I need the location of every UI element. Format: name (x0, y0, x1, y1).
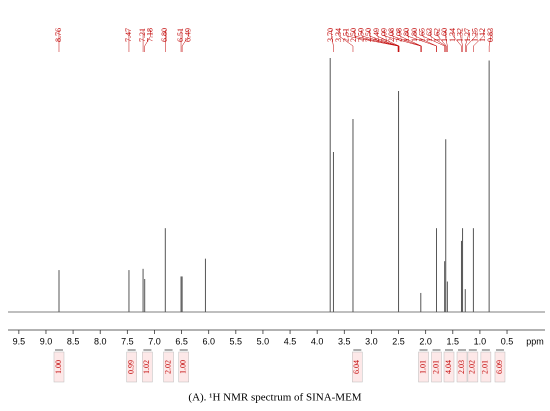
peak-label: 1.65 (417, 28, 426, 42)
peak-label-connector (445, 30, 448, 52)
peak-label-connector (422, 30, 445, 52)
integral-box (53, 351, 65, 383)
peak-label: 0.83 (486, 28, 495, 42)
x-tick-label: 6.5 (175, 336, 188, 346)
x-tick-label: 4.0 (311, 336, 324, 346)
integral-label: 2.02 (468, 360, 477, 374)
peak-label: 1.34 (448, 28, 457, 42)
peak-label-connector (437, 30, 447, 52)
x-tick-label: 3.5 (338, 336, 351, 346)
integral-label: 2.03 (457, 360, 466, 374)
x-tick-label: 8.5 (67, 336, 80, 346)
peak-label: 6.51 (176, 28, 185, 42)
x-tick-label: 9.5 (13, 336, 26, 346)
x-tick-label: 2.0 (419, 336, 432, 346)
peak-label: 1.80 (410, 28, 419, 42)
peak-label-connector (338, 30, 354, 52)
integral-box (178, 351, 189, 383)
x-tick-label: 1.5 (447, 336, 460, 346)
integral-box (418, 351, 429, 383)
peak-label: 2.51 (341, 28, 350, 42)
peak-label-connector (369, 30, 399, 52)
integral-box (352, 351, 363, 383)
peak-label-connector (384, 30, 422, 52)
peak-label-connector (429, 30, 446, 52)
peak-label-connector (466, 30, 477, 52)
integral-label: 1.01 (418, 360, 427, 374)
integral-box (456, 351, 468, 383)
peak-label-connector (181, 30, 189, 52)
peak-label: 1.62 (433, 28, 442, 42)
x-tick-label: 7.0 (148, 336, 161, 346)
peak-label-connector (473, 30, 484, 52)
peak-label: 2.09 (379, 28, 388, 42)
x-tick-label: 7.5 (121, 336, 134, 346)
integral-label: 6.04 (352, 360, 361, 374)
x-tick-label: 8.0 (94, 336, 107, 346)
integral-box (163, 351, 174, 383)
integral-label: 1.02 (142, 360, 151, 374)
integral-label: 0.99 (127, 360, 136, 374)
x-tick-label: 5.0 (257, 336, 270, 346)
peak-label-connector (452, 30, 462, 52)
peak-label: 7.18 (145, 28, 154, 42)
peak-label: 8.76 (54, 28, 63, 42)
peak-label: 1.27 (463, 28, 472, 42)
peak-label: 2.08 (395, 28, 404, 42)
integral-label: 2.01 (431, 360, 440, 374)
x-tick-label: 3.0 (365, 336, 378, 346)
peak-label: 2.50 (349, 28, 358, 42)
peak-label: 3.70 (326, 28, 335, 42)
x-tick-label: 4.5 (284, 336, 297, 346)
integral-label: 1.00 (179, 360, 188, 374)
peak-label: 1.60 (440, 28, 449, 42)
peak-label: 6.49 (183, 28, 192, 42)
caption: (A). ¹H NMR spectrum of SINA-MEM (188, 392, 361, 404)
x-axis-label: ppm (526, 336, 544, 346)
peak-label-connector (346, 30, 399, 52)
integral-box (443, 351, 455, 383)
x-tick-label: 9.0 (40, 336, 53, 346)
peak-label: 2.50 (357, 28, 366, 42)
integral-box (142, 351, 153, 383)
peak-label-connector (144, 30, 151, 52)
integral-label: 4.04 (444, 360, 453, 374)
integral-label: 6.09 (495, 360, 504, 374)
integral-label: 2.01 (481, 360, 490, 374)
peak-label: 1.25 (471, 28, 480, 42)
integral-box (126, 351, 137, 383)
peak-label: 1.63 (425, 28, 434, 42)
peak-label: 1.80 (402, 28, 411, 42)
x-tick-label: 2.5 (392, 336, 405, 346)
peak-label: 2.50 (364, 28, 373, 42)
peak-label-connector (414, 30, 437, 52)
peak-label: 7.47 (124, 28, 133, 42)
x-tick-label: 1.0 (474, 336, 487, 346)
peak-label-connector (460, 30, 463, 52)
peak-label: 2.08 (387, 28, 396, 42)
peak-label: 1.12 (478, 28, 487, 42)
peak-label: 7.21 (138, 28, 147, 42)
integral-label: 2.02 (163, 360, 172, 374)
integral-box (480, 351, 492, 383)
peak-label: 3.34 (334, 28, 343, 42)
peak-label-connector (376, 30, 400, 52)
integral-box (431, 351, 442, 383)
x-tick-label: 6.0 (202, 336, 215, 346)
integral-box (494, 351, 506, 383)
integral-box (467, 351, 479, 383)
x-tick-label: 5.5 (230, 336, 243, 346)
x-tick-label: 0.5 (501, 336, 514, 346)
peak-label-connector (488, 30, 492, 52)
peak-label: 2.49 (372, 28, 381, 42)
peak-label-connector (399, 30, 422, 52)
peak-label-connector (465, 30, 469, 52)
peak-label: 6.80 (160, 28, 169, 42)
integral-label: 1.00 (54, 360, 63, 374)
peak-label: 1.32 (455, 28, 464, 42)
peak-label-connector (331, 30, 334, 52)
